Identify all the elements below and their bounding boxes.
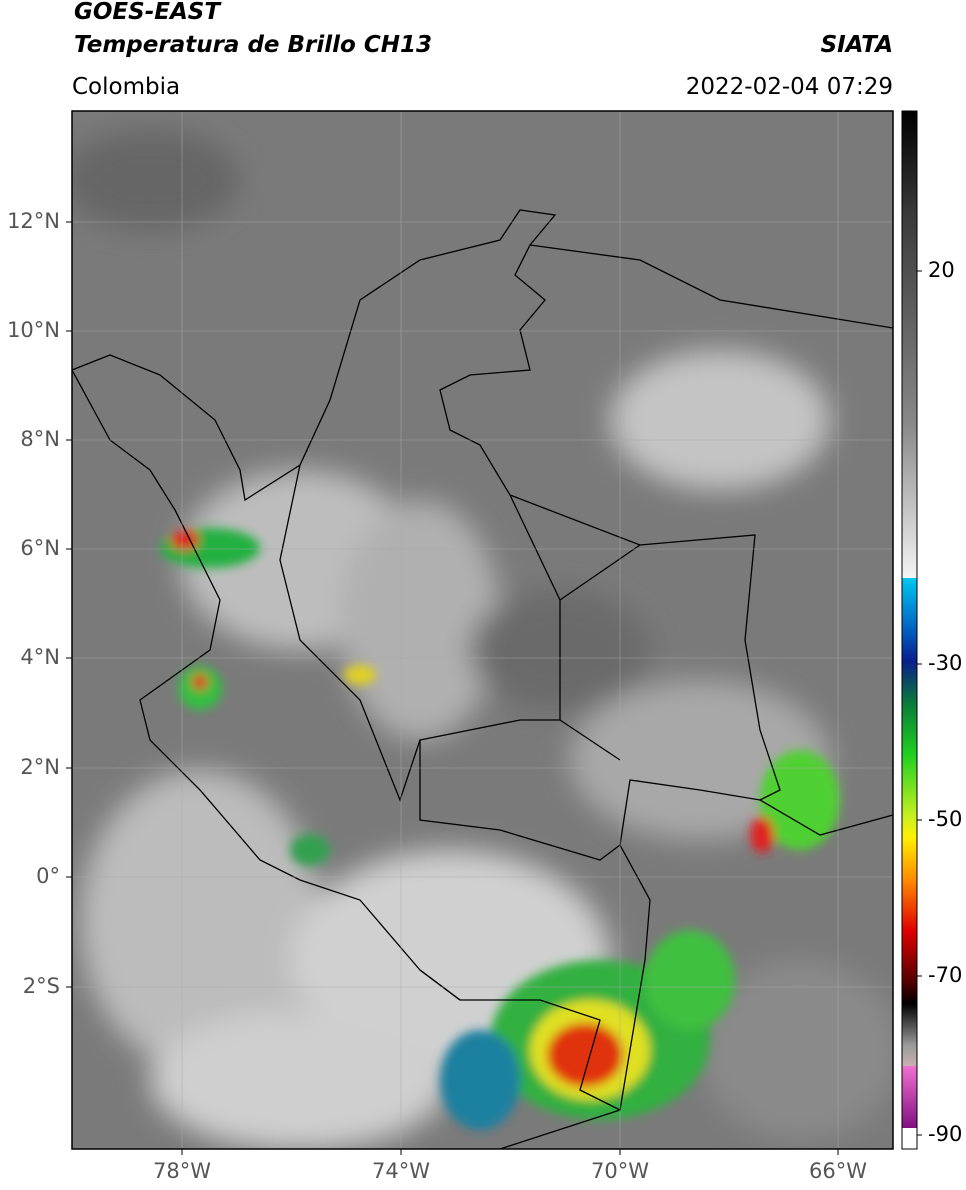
lat-tick-label: 6°N [20, 536, 60, 560]
lat-tick-label: 12°N [7, 209, 60, 233]
colorbar-tick-label: -30 [928, 651, 962, 675]
colorbar-tick-label: -90 [928, 1122, 962, 1146]
region: Colombia [72, 74, 181, 100]
lat-tick-label: 2°S [23, 974, 60, 998]
source: SIATA [820, 32, 893, 58]
lat-tick-label: 8°N [20, 427, 60, 451]
clouds [72, 130, 893, 1149]
colorbar-tick-label: -50 [928, 807, 962, 831]
lon-tick-label: 66°W [809, 1159, 867, 1183]
map-frame [71, 110, 894, 1150]
colorbar [901, 110, 918, 1150]
title-line2: Temperatura de Brillo CH13 [74, 32, 432, 58]
lon-tick-label: 74°W [372, 1159, 430, 1183]
lat-tick-label: 2°N [20, 755, 60, 779]
borders [72, 209, 893, 1149]
lon-tick-label: 70°W [591, 1159, 649, 1183]
satellite-image [72, 111, 893, 1149]
lat-tick-label: 4°N [20, 645, 60, 669]
colorbar-tick-label: -70 [928, 963, 962, 987]
graticule [72, 111, 893, 1149]
colorbar-tick-label: 20 [928, 258, 955, 282]
lon-tick-label: 78°W [153, 1159, 211, 1183]
datetime: 2022-02-04 07:29 [685, 74, 893, 100]
lat-tick-label: 10°N [7, 318, 60, 342]
lat-tick-label: 0° [36, 864, 60, 888]
title-line1: GOES-EAST [74, 0, 221, 25]
